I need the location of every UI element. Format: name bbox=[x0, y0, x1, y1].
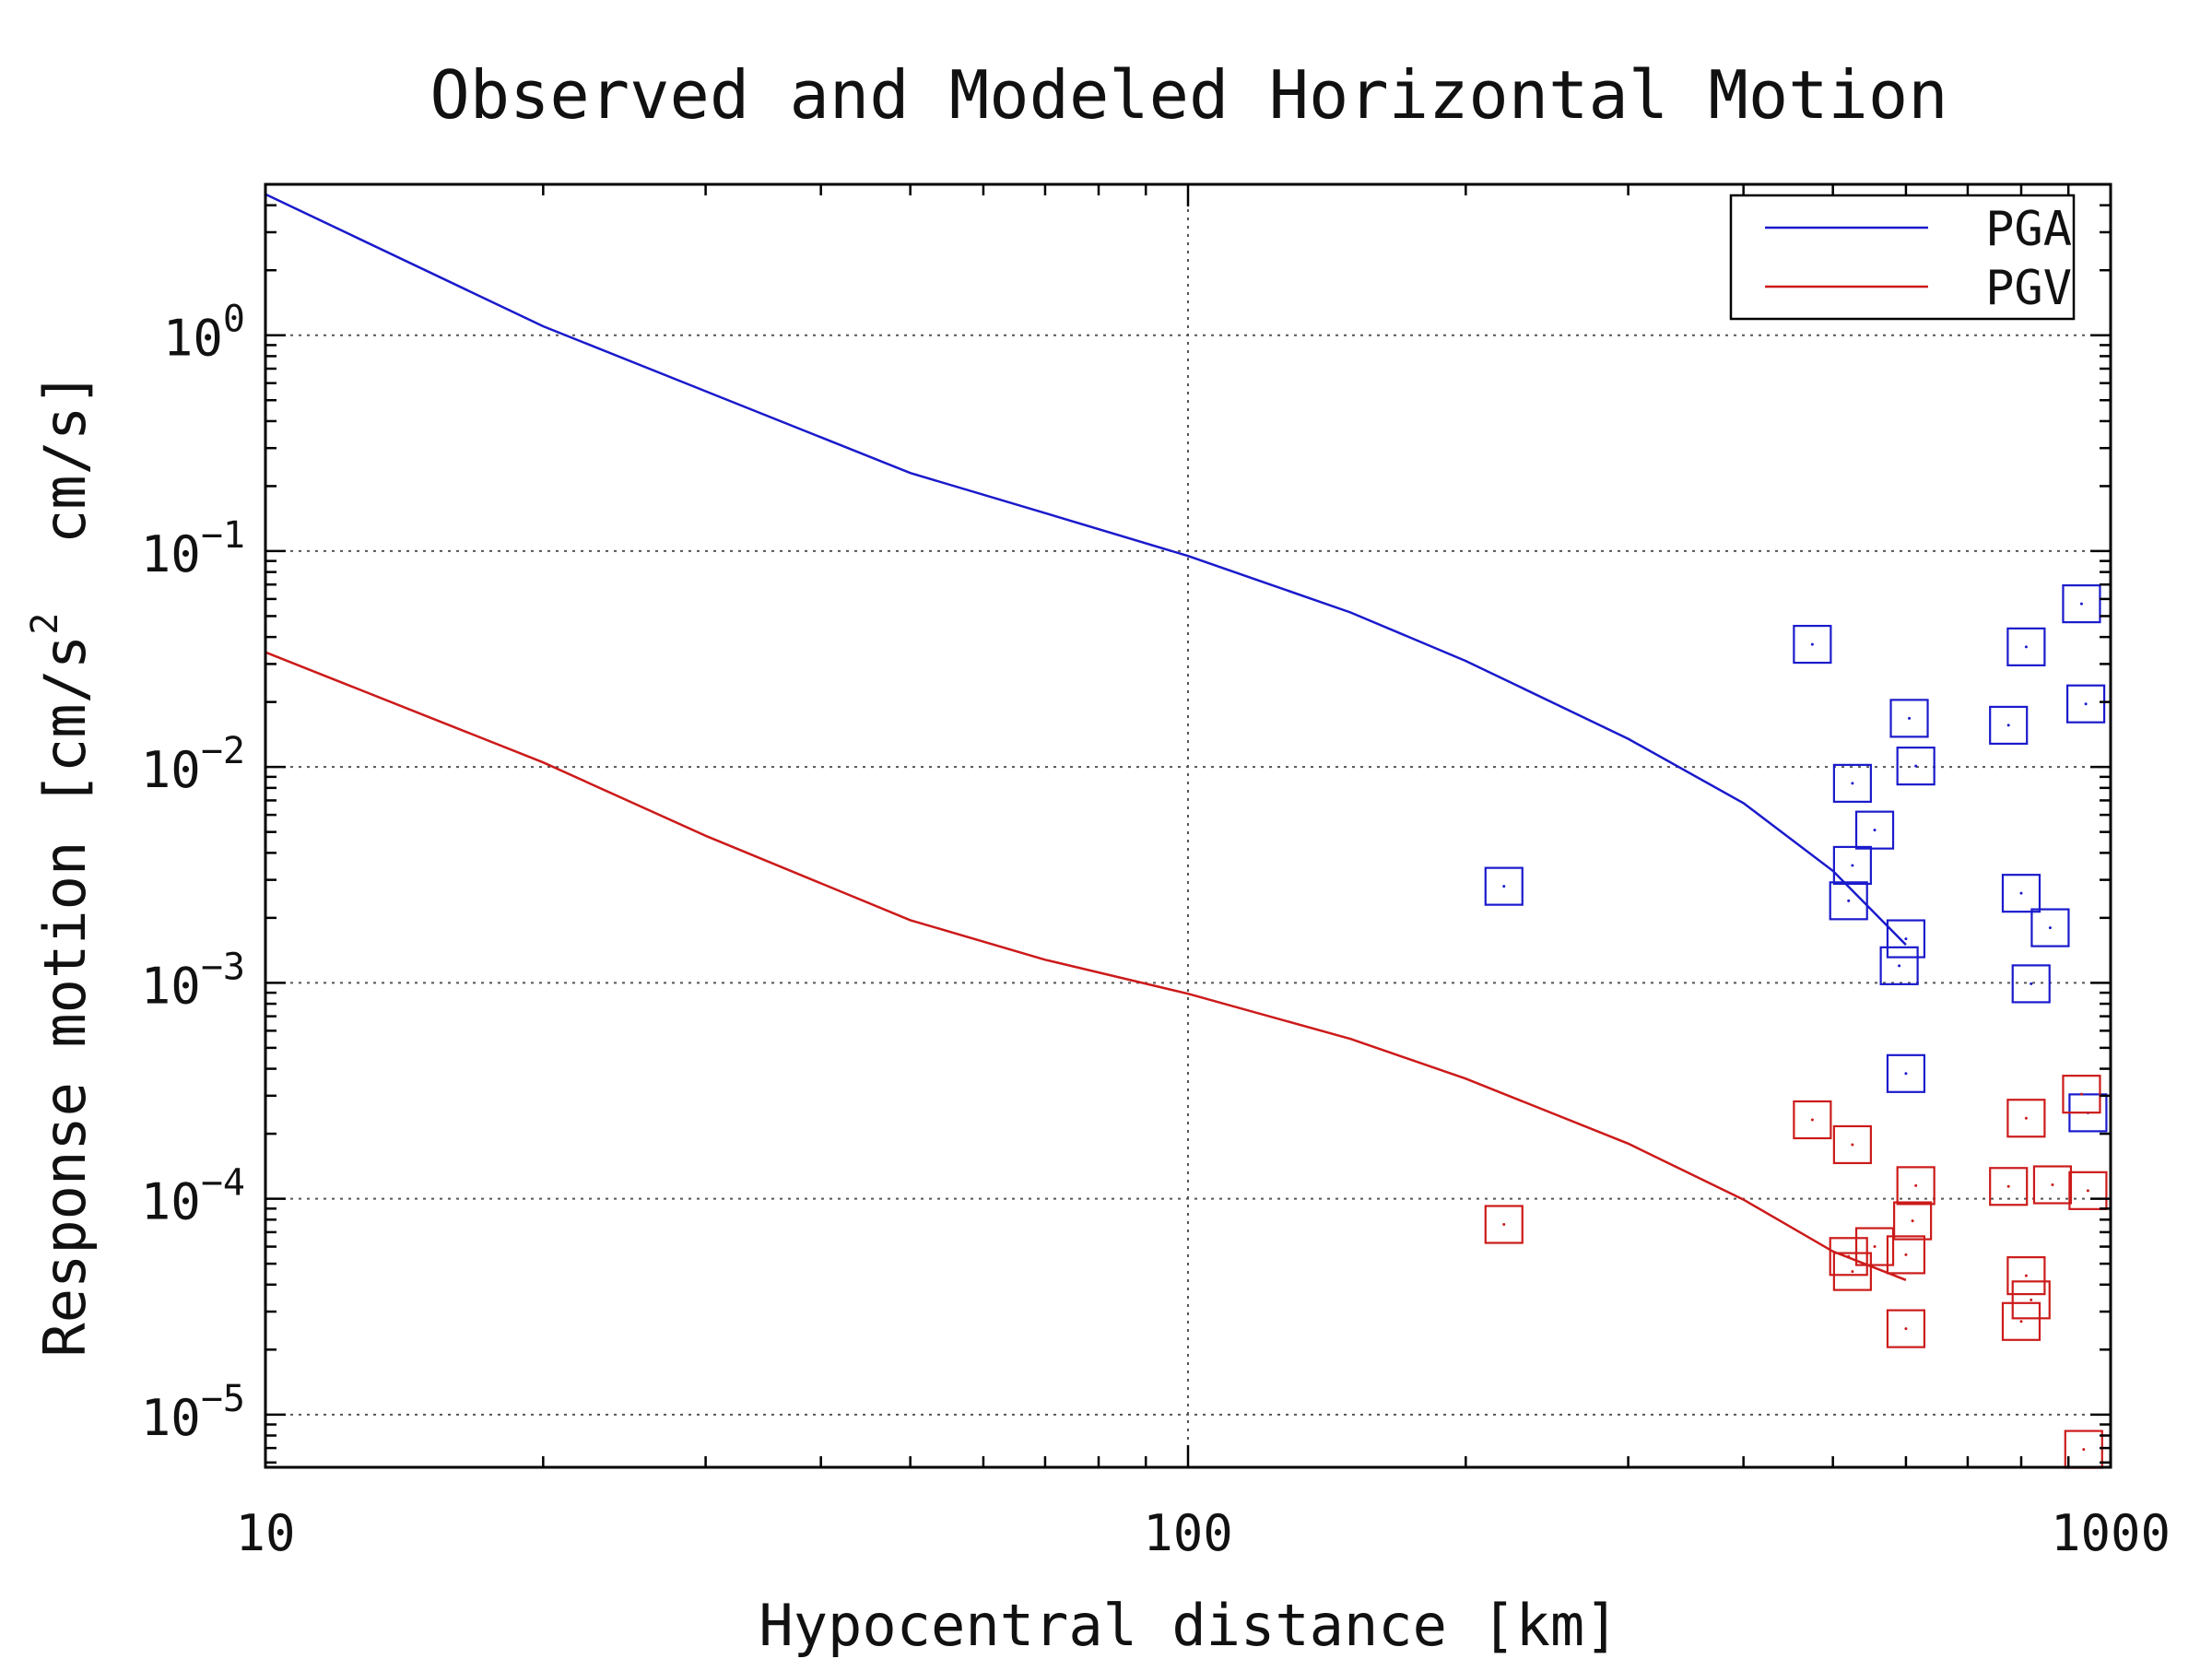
pga-observed-marker bbox=[1886, 1053, 1926, 1093]
y-tick-label: 10−2 bbox=[141, 730, 245, 799]
pgv-observed-marker bbox=[2006, 1256, 2046, 1296]
pga-observed-marker bbox=[2006, 627, 2046, 666]
pgv-observed-marker bbox=[1793, 1100, 1832, 1140]
pga-observed-marker bbox=[1484, 866, 1524, 906]
y-axis-label: Response motion [cm/s2 cm/s] bbox=[24, 371, 99, 1357]
y-axis-label-end: cm/s] bbox=[31, 371, 99, 612]
x-tick-labels: 10 100 1000 bbox=[235, 1504, 2171, 1562]
y-tick-label: 10−5 bbox=[141, 1378, 245, 1447]
y-tick-label: 10−1 bbox=[141, 514, 245, 583]
pgv-model-line bbox=[265, 651, 1907, 1281]
pga-observed-marker bbox=[1886, 919, 1926, 959]
pga-observed-marker bbox=[1854, 810, 1895, 850]
pga-observed-marker bbox=[1829, 881, 1868, 921]
y-tick-label: 10−4 bbox=[141, 1162, 245, 1231]
pgv-observed-marker bbox=[1832, 1124, 1872, 1165]
pgv-observed-marker bbox=[1829, 1237, 1868, 1277]
pga-observed-marker bbox=[1989, 705, 2029, 746]
pgv-observed-marker bbox=[1893, 1201, 1933, 1241]
x-axis-label: Hypocentral distance [km] bbox=[759, 1592, 1618, 1659]
pgv-observed-marker bbox=[1886, 1235, 1926, 1275]
legend-pgv-label: PGV bbox=[1985, 261, 2072, 316]
pgv-observed-marker bbox=[1854, 1227, 1895, 1266]
pga-observed-marker bbox=[1832, 845, 1872, 886]
x-tick-label: 1000 bbox=[2051, 1504, 2171, 1562]
pgv-observed-marker bbox=[1484, 1205, 1524, 1244]
pgv-observed-marker bbox=[1832, 1252, 1872, 1291]
pgv-observed-marker bbox=[1886, 1309, 1926, 1348]
pgv-observed-marker bbox=[2068, 1171, 2108, 1210]
pgv-observed-marker bbox=[2006, 1099, 2046, 1138]
legend: PGA PGV bbox=[1729, 194, 2076, 321]
pgv-observed-marker bbox=[1896, 1166, 1936, 1206]
legend-box bbox=[1729, 194, 2076, 321]
x-tick-label: 100 bbox=[1143, 1504, 1233, 1562]
legend-pga-label: PGA bbox=[1985, 202, 2072, 257]
pgv-observed-marker bbox=[2032, 1165, 2073, 1205]
plot-series bbox=[265, 193, 2108, 1469]
pga-observed-marker bbox=[2001, 874, 2041, 913]
chart-title: Observed and Modeled Horizontal Motion bbox=[429, 56, 1947, 134]
y-tick-label: 10−3 bbox=[141, 946, 245, 1015]
pgv-observed-marker bbox=[2011, 1280, 2051, 1320]
y-axis-label-sup: 2 bbox=[24, 613, 66, 635]
y-tick-labels: 100 10−1 10−2 10−3 10−4 10−5 bbox=[141, 299, 245, 1447]
pga-observed-marker bbox=[2062, 584, 2101, 624]
pga-observed-marker bbox=[1793, 624, 1832, 665]
pgv-observed-marker bbox=[2062, 1075, 2101, 1114]
axis-ticks bbox=[264, 182, 2111, 1467]
pga-observed-marker bbox=[1896, 747, 1936, 786]
pga-model-line bbox=[265, 193, 1907, 946]
x-tick-label: 10 bbox=[235, 1504, 295, 1562]
y-axis-label-main: Response motion [cm/s bbox=[31, 635, 99, 1358]
pga-observed-marker bbox=[2030, 908, 2070, 947]
pga-observed-marker bbox=[2011, 964, 2051, 1004]
pga-observed-marker bbox=[2066, 684, 2106, 724]
pga-observed-marker bbox=[1832, 763, 1872, 803]
y-tick-label: 100 bbox=[163, 299, 245, 368]
pga-observed-marker bbox=[1889, 699, 1929, 738]
grid-lines bbox=[265, 184, 2111, 1467]
pgv-observed-marker bbox=[1989, 1167, 2029, 1206]
pga-observed-marker bbox=[1879, 946, 1919, 985]
pgv-observed-marker bbox=[2001, 1301, 2041, 1341]
